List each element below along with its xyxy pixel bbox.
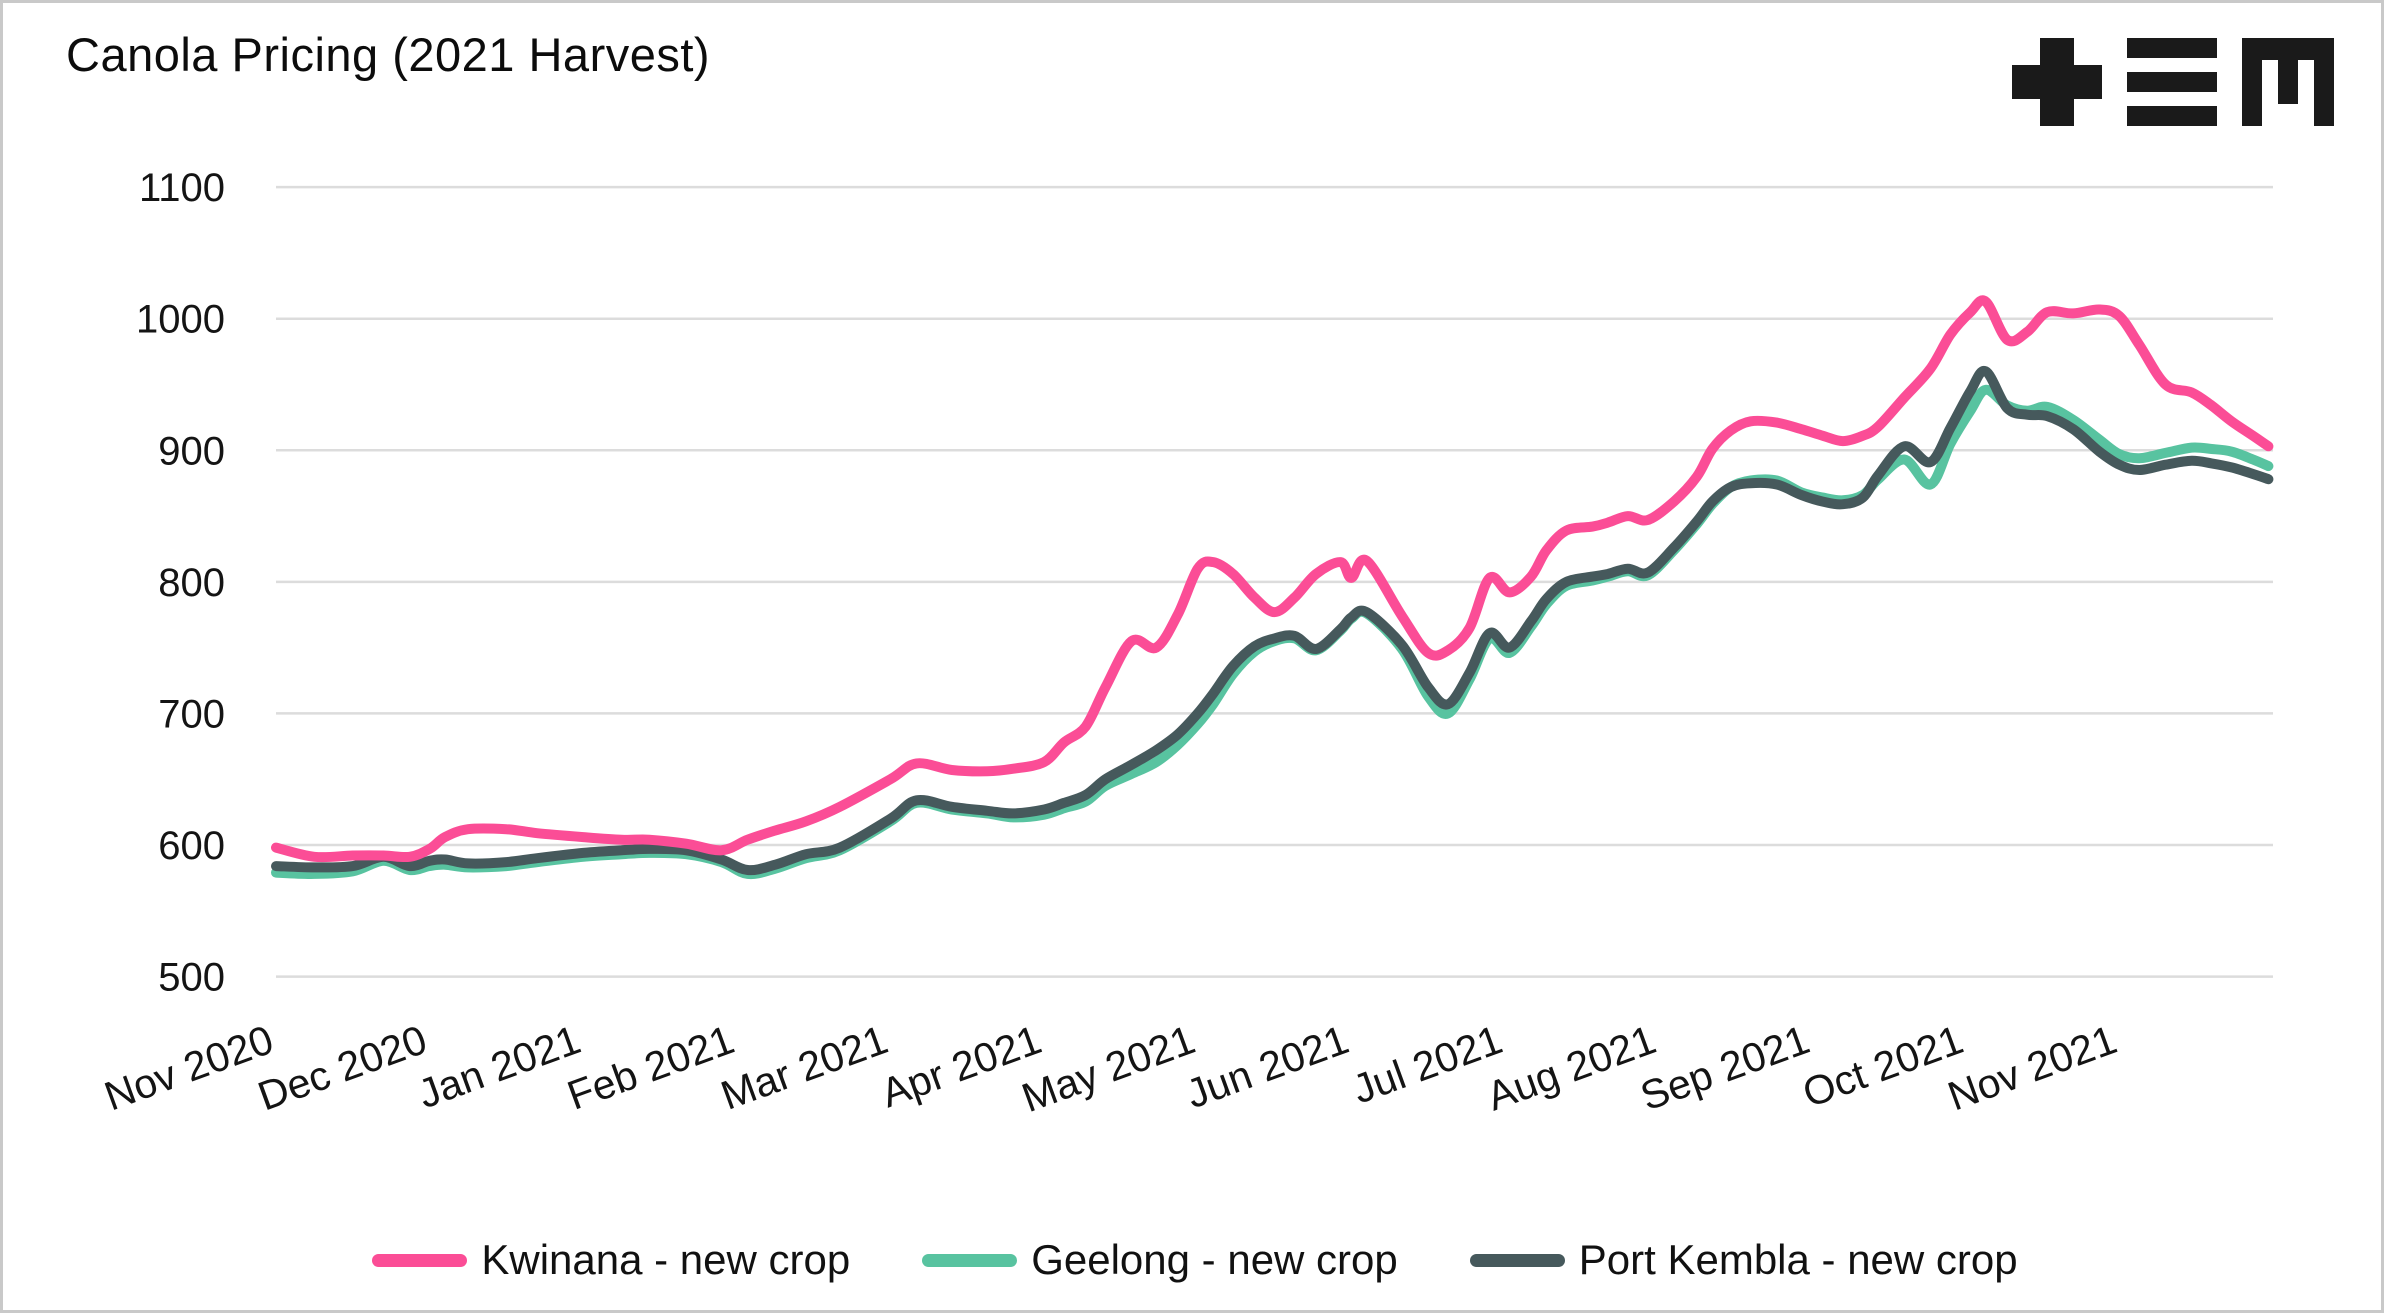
x-axis-tick-label: May 2021: [1016, 1016, 1201, 1121]
y-axis-tick-label: 600: [158, 824, 225, 868]
x-axis-tick-label: Jul 2021: [1347, 1016, 1508, 1112]
legend: Kwinana - new crop Geelong - new crop Po…: [3, 1225, 2381, 1295]
x-axis-tick-label: Jun 2021: [1180, 1016, 1354, 1117]
port-kembla-line-swatch-icon: [1469, 1253, 1565, 1267]
legend-item-port-kembla: Port Kembla - new crop: [1469, 1236, 2018, 1284]
x-axis-tick-label: Dec 2020: [252, 1016, 433, 1119]
legend-label: Port Kembla - new crop: [1578, 1236, 2018, 1283]
geelong-line-swatch-icon: [922, 1253, 1018, 1267]
legend-item-kwinana: Kwinana - new crop: [372, 1236, 850, 1284]
y-axis-tick-label: 1100: [139, 166, 225, 210]
y-axis-tick-label: 1000: [136, 298, 225, 342]
x-axis-tick-label: Apr 2021: [875, 1016, 1047, 1116]
y-axis-tick-label: 700: [158, 692, 225, 736]
y-axis-tick-label: 900: [158, 429, 225, 473]
y-axis-tick-label: 800: [158, 561, 225, 605]
logo-plus-icon: [2012, 38, 2102, 126]
x-axis-tick-label: Sep 2021: [1635, 1016, 1816, 1119]
x-axis-tick-label: Feb 2021: [561, 1016, 740, 1118]
tem-logo: [2012, 38, 2334, 126]
legend-label: Kwinana - new crop: [481, 1236, 851, 1283]
x-axis-tick-label: Aug 2021: [1481, 1016, 1662, 1119]
legend-item-geelong: Geelong - new crop: [922, 1236, 1398, 1284]
line-geelong: [271, 384, 2274, 880]
kwinana-line-swatch-icon: [372, 1253, 468, 1267]
chart-title: Canola Pricing (2021 Harvest): [66, 28, 711, 81]
logo-m-icon: [2242, 38, 2334, 126]
y-axis-tick-label: 500: [158, 956, 225, 1000]
x-axis-tick-label: Nov 2020: [98, 1016, 279, 1119]
legend-label: Geelong - new crop: [1031, 1236, 1398, 1283]
logo-bars-icon: [2127, 38, 2217, 126]
x-axis-tick-label: Mar 2021: [715, 1016, 894, 1118]
x-axis-tick-label: Nov 2021: [1942, 1016, 2123, 1119]
line-kwinana: [271, 295, 2274, 863]
x-axis-tick-label: Jan 2021: [412, 1016, 586, 1117]
x-axis-tick-label: Oct 2021: [1797, 1016, 1969, 1116]
line-port-kembla: [271, 366, 2274, 876]
